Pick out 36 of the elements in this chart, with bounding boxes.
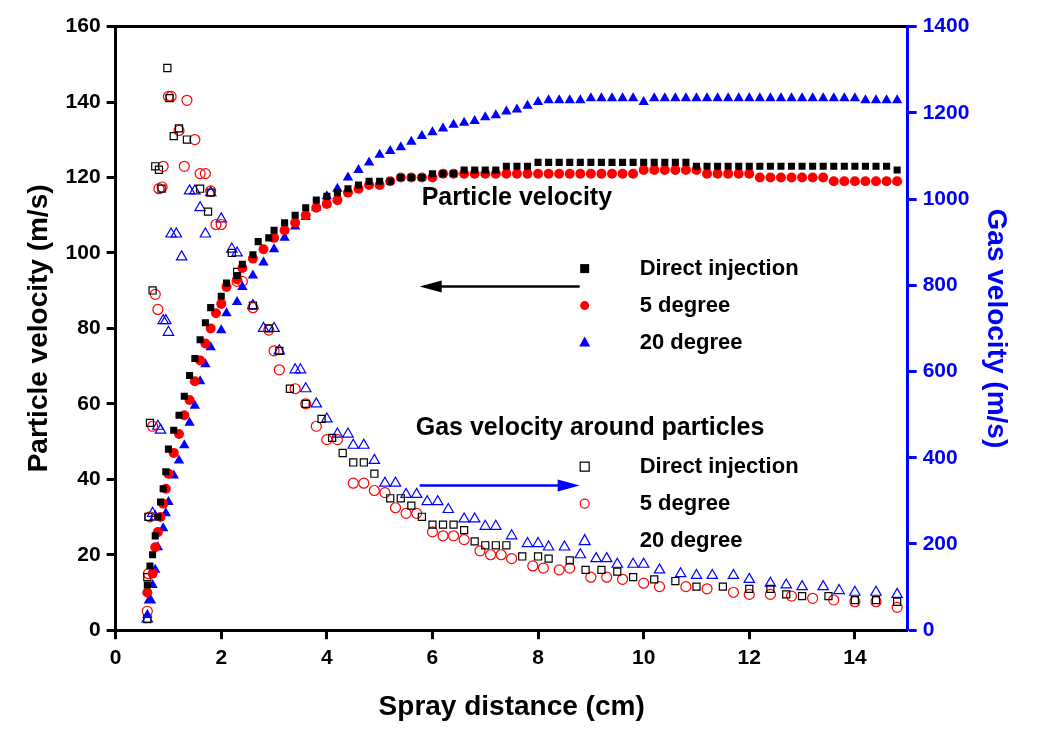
x-tick-label: 4 bbox=[321, 644, 334, 668]
y-tick-label: 80 bbox=[77, 315, 101, 339]
legend-label: 20 degree bbox=[639, 328, 743, 354]
x-tick-label: 10 bbox=[631, 644, 656, 668]
annotation: Particle velocity bbox=[421, 182, 613, 211]
y-tick-label: 160 bbox=[65, 13, 101, 37]
y-tick-label: 40 bbox=[77, 466, 101, 490]
annotation: Gas velocity around particles bbox=[415, 412, 765, 441]
y-axis-title: Particle velocity (m/s) bbox=[21, 184, 53, 473]
x-tick-label: 12 bbox=[737, 644, 761, 668]
x-tick-label: 6 bbox=[426, 644, 439, 668]
x-tick-label: 14 bbox=[843, 644, 867, 668]
legend-label: Direct injection bbox=[639, 254, 799, 280]
y2-tick-label: 1400 bbox=[922, 13, 970, 37]
y-tick-label: 140 bbox=[65, 88, 101, 112]
y2-tick-label: 600 bbox=[922, 358, 958, 382]
y2-tick-label: 800 bbox=[922, 272, 958, 296]
x-tick-label: 2 bbox=[215, 644, 228, 668]
x-tick-label: 0 bbox=[109, 644, 122, 668]
y2-axis-title: Gas velocity (m/s) bbox=[982, 208, 1014, 449]
legend-label: 5 degree bbox=[639, 489, 731, 515]
y2-tick-label: 1200 bbox=[922, 99, 970, 123]
y-tick-label: 100 bbox=[65, 239, 101, 263]
y-tick-label: 20 bbox=[77, 541, 101, 565]
y2-tick-label: 1000 bbox=[922, 185, 970, 209]
x-tick-label: 8 bbox=[532, 644, 545, 668]
y-tick-label: 0 bbox=[88, 617, 101, 640]
x-axis-title: Spray distance (cm) bbox=[378, 689, 645, 721]
legend-label: 5 degree bbox=[639, 291, 731, 317]
legend-label: 20 degree bbox=[639, 526, 743, 552]
legend-label: Direct injection bbox=[639, 452, 799, 478]
y2-tick-label: 400 bbox=[922, 444, 958, 468]
y2-tick-label: 0 bbox=[922, 617, 935, 640]
y-tick-label: 120 bbox=[65, 164, 101, 188]
y-tick-label: 60 bbox=[77, 390, 101, 414]
y2-tick-label: 200 bbox=[922, 530, 958, 554]
